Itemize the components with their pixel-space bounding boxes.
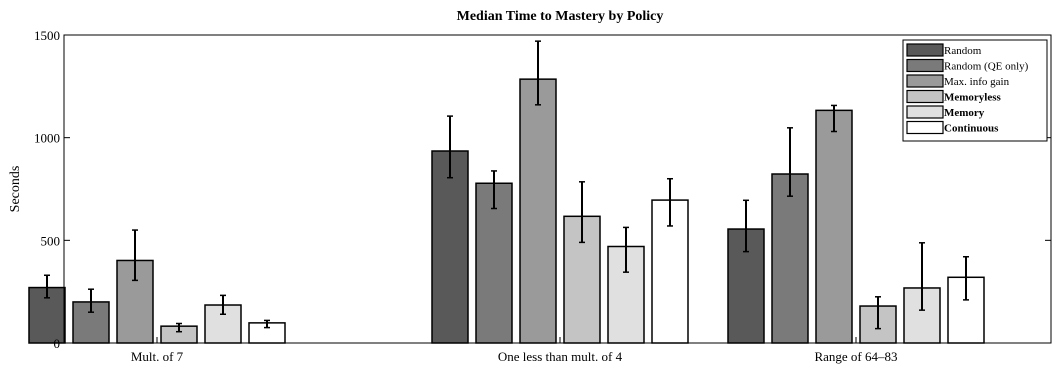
axes-layer: 0 500 1000 1500 Mult. of 7 One less than mult… — [34, 28, 1052, 364]
legend-label: Max. info gain — [944, 76, 1010, 88]
bar — [651, 199, 689, 344]
y-tick-label: 0 — [54, 336, 61, 351]
bar — [519, 78, 557, 344]
legend-swatch — [906, 89, 944, 104]
legend-label: Random (QE only) — [944, 61, 1029, 73]
bars-layer — [28, 40, 985, 344]
legend: Random Random (QE only) Max. info gain Memo… — [902, 39, 1048, 142]
chart-title: Median Time to Mastery by Policy — [457, 9, 664, 24]
legend-label: Random — [944, 45, 982, 57]
y-tick-label: 1500 — [34, 28, 60, 43]
plot-frame — [63, 34, 1052, 344]
legend-swatch — [906, 105, 944, 119]
y-tick-label: 1000 — [34, 131, 60, 146]
legend-swatch — [906, 120, 944, 135]
x-tick-label: Range of 64–83 — [814, 349, 897, 364]
bar — [771, 173, 809, 344]
legend-label: Continuous — [944, 123, 999, 135]
legend-swatch — [906, 43, 944, 57]
legend-label: Memory — [944, 107, 985, 119]
legend-swatch — [906, 74, 944, 88]
bar — [475, 182, 513, 344]
legend-swatch — [906, 58, 944, 73]
x-tick-label: Mult. of 7 — [131, 349, 184, 364]
y-axis-title: Seconds — [8, 166, 23, 213]
x-tick-label: One less than mult. of 4 — [498, 349, 623, 364]
legend-label: Memoryless — [944, 92, 1002, 104]
y-tick-label: 500 — [41, 233, 61, 248]
bar — [431, 150, 469, 344]
bar — [815, 109, 853, 344]
